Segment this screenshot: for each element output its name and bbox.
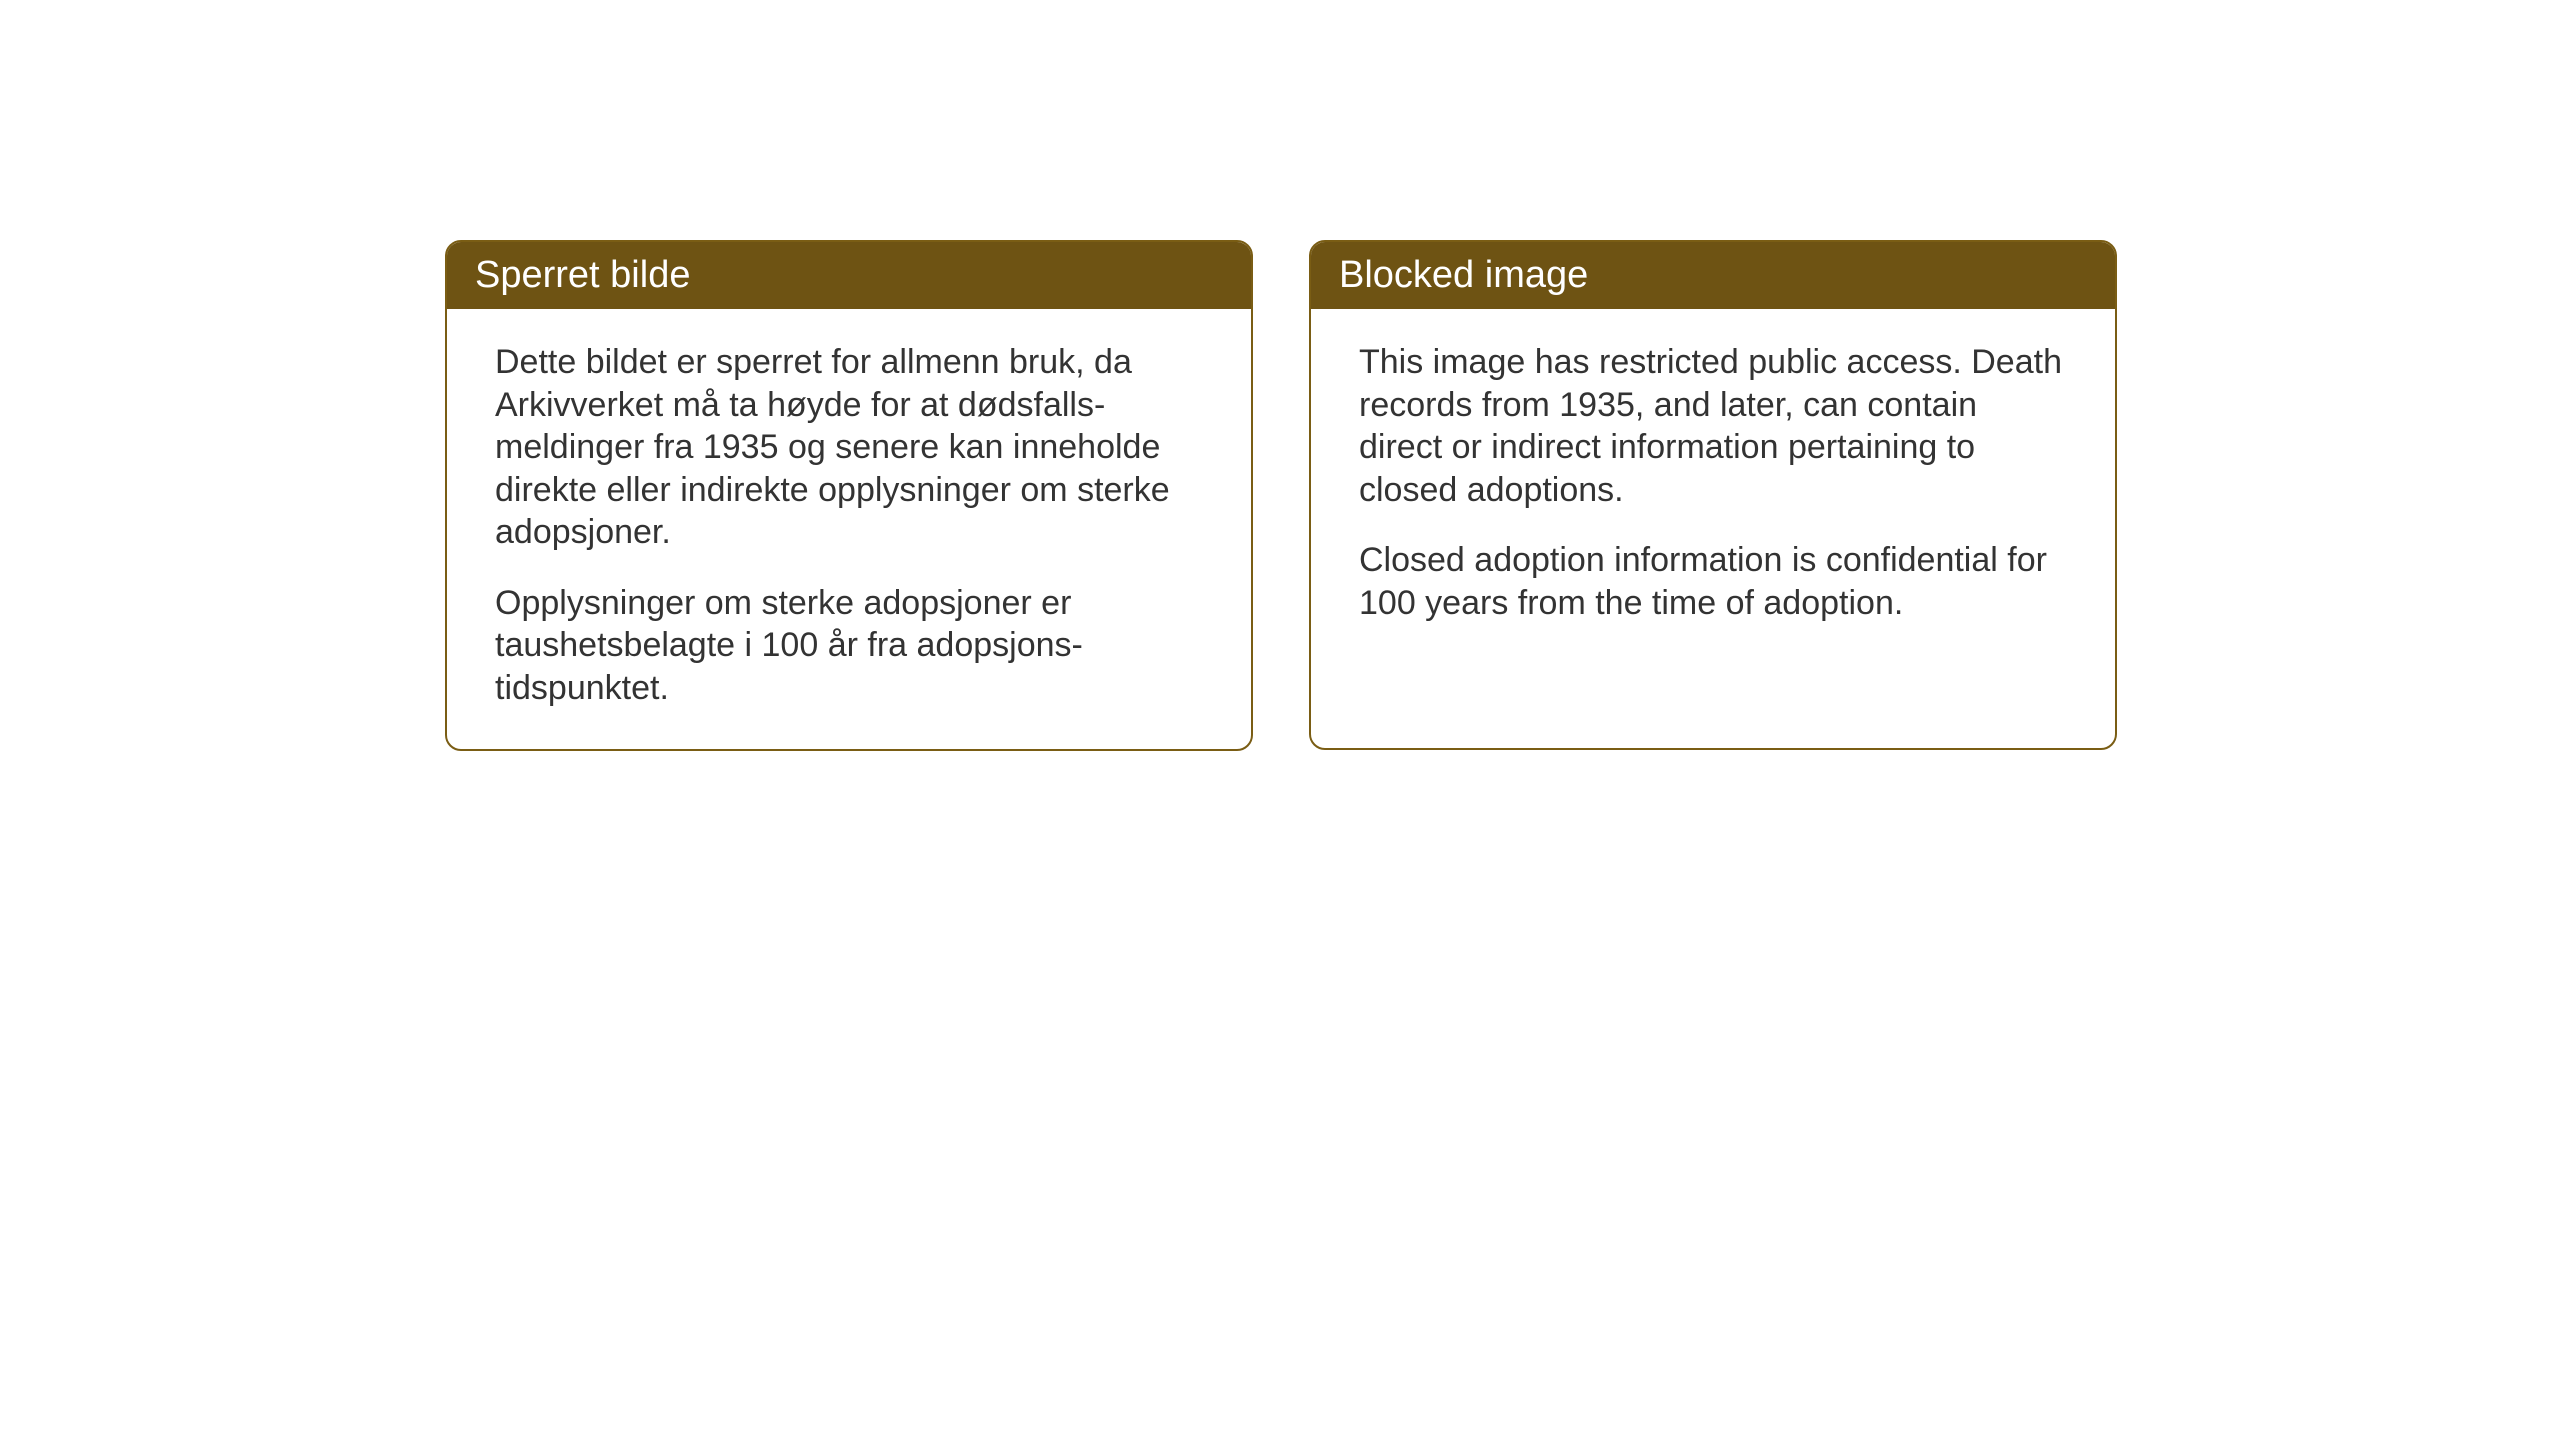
paragraph-norwegian-2: Opplysninger om sterke adopsjoner er tau… (495, 582, 1203, 710)
card-header-norwegian: Sperret bilde (447, 242, 1251, 309)
card-body-norwegian: Dette bildet er sperret for allmenn bruk… (447, 309, 1251, 749)
card-header-english: Blocked image (1311, 242, 2115, 309)
paragraph-norwegian-1: Dette bildet er sperret for allmenn bruk… (495, 341, 1203, 554)
paragraph-english-2: Closed adoption information is confident… (1359, 539, 2067, 624)
notice-card-english: Blocked image This image has restricted … (1309, 240, 2117, 750)
card-body-english: This image has restricted public access.… (1311, 309, 2115, 664)
notice-container: Sperret bilde Dette bildet er sperret fo… (445, 240, 2117, 751)
paragraph-english-1: This image has restricted public access.… (1359, 341, 2067, 511)
notice-card-norwegian: Sperret bilde Dette bildet er sperret fo… (445, 240, 1253, 751)
